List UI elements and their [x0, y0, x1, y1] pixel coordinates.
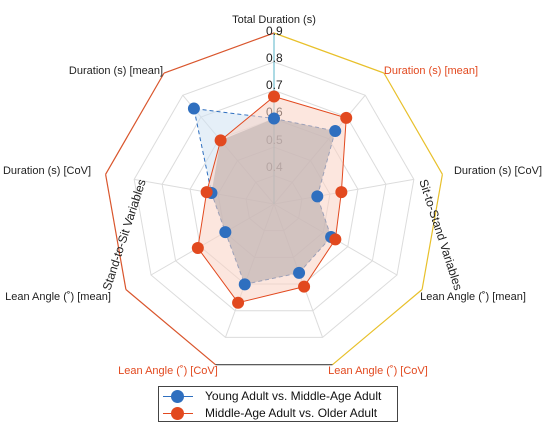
series-0-point: [187, 102, 200, 115]
group-label-sit-to-stand: Sit-to-Stand Variables: [416, 178, 465, 293]
series-1-point: [191, 241, 204, 254]
grid-ring-3: [161, 89, 387, 312]
axis-label-4: Lean Angle (˚) [CoV]: [328, 365, 428, 377]
grid-ring-4: [133, 61, 415, 338]
series-0-point: [219, 226, 232, 239]
axis-label-5: Lean Angle (˚) [CoV]: [118, 365, 218, 377]
series-0-point: [311, 190, 324, 203]
legend-label-young-vs-middle: Young Adult vs. Middle-Age Adult: [205, 389, 382, 403]
legend-item-young-vs-middle: Young Adult vs. Middle-Age Adult: [159, 388, 397, 405]
series-1-point: [329, 233, 342, 246]
axis-label-3: Lean Angle (˚) [mean]: [420, 291, 526, 303]
axis-label-7: Duration (s) [CoV]: [3, 165, 91, 177]
series-1-point: [214, 134, 227, 147]
axis-label-6: Lean Angle (˚) [mean]: [5, 291, 111, 303]
outer-edge-2: [421, 174, 443, 290]
series-1-point: [298, 280, 311, 293]
series-1-point: [340, 111, 353, 124]
outer-edge-1: [383, 72, 443, 175]
series-0-point: [329, 125, 342, 138]
series-1-point: [268, 90, 280, 103]
legend-item-middle-vs-older: Middle-Age Adult vs. Older Adult: [159, 405, 397, 422]
outer-edge-6: [105, 174, 127, 290]
series-0-point: [268, 112, 280, 125]
series-area-1: [197, 95, 347, 304]
series-1-point: [200, 186, 213, 199]
series-1-point: [232, 296, 245, 309]
outer-edge-0: [273, 32, 385, 74]
axis-label-8: Duration (s) [mean]: [69, 65, 163, 77]
series-0-point: [238, 278, 251, 291]
tick-label: 0.8: [266, 51, 283, 65]
series-overlap: [211, 118, 336, 285]
outer-edge-8: [163, 32, 275, 74]
axis-label-0: Total Duration (s): [232, 14, 316, 26]
legend-label-middle-vs-older: Middle-Age Adult vs. Older Adult: [205, 406, 378, 420]
axis-label-1: Duration (s) [mean]: [384, 65, 478, 77]
series-1-point: [335, 186, 348, 199]
legend: Young Adult vs. Middle-Age Adult Middle-…: [158, 386, 398, 422]
tick-label: 0.7: [266, 78, 283, 92]
outer-edge-5: [125, 289, 216, 366]
legend-marker-young-vs-middle: [171, 390, 184, 403]
series-0-point: [293, 266, 306, 279]
group-label-stand-to-sit: Stand-to-Sit Variables: [100, 178, 149, 293]
outer-edge-7: [105, 72, 165, 175]
tick-label: 0.9: [266, 24, 283, 38]
legend-marker-middle-vs-older: [171, 407, 184, 420]
axis-label-2: Duration (s) [CoV]: [454, 165, 542, 177]
outer-edge-3: [332, 289, 423, 366]
